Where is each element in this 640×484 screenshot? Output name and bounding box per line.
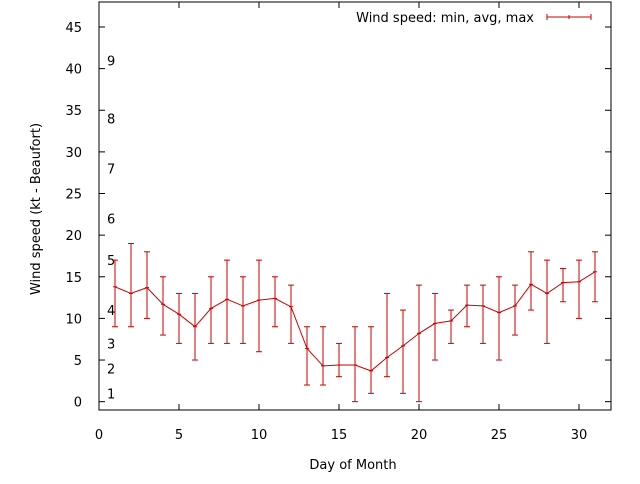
beaufort-label: 3	[107, 337, 115, 352]
y-axis-label: Wind speed (kt - Beaufort)	[29, 123, 44, 295]
y-tick-label: 35	[65, 104, 82, 119]
beaufort-label: 6	[107, 212, 115, 227]
plot-frame	[98, 1, 612, 411]
y-tick-label: 5	[74, 354, 82, 369]
x-tick-label: 10	[251, 428, 268, 443]
y-tick-label: 10	[65, 312, 82, 327]
y-tick-label: 20	[65, 229, 82, 244]
x-axis-label: Day of Month	[309, 458, 396, 473]
y-tick-label: 30	[65, 146, 82, 161]
beaufort-label: 9	[107, 54, 115, 69]
beaufort-label: 8	[107, 113, 115, 128]
x-tick-label: 5	[175, 428, 183, 443]
y-tick-label: 0	[74, 396, 82, 411]
x-tick-label: 30	[571, 428, 588, 443]
x-tick-label: 25	[491, 428, 508, 443]
x-tick-label: 15	[331, 428, 348, 443]
y-tick-label: 15	[65, 271, 82, 286]
beaufort-label: 4	[107, 304, 115, 319]
legend-label: Wind speed: min, avg, max	[356, 11, 534, 26]
x-tick-label: 20	[411, 428, 428, 443]
y-tick-label: 45	[65, 21, 82, 36]
y-tick-label: 25	[65, 188, 82, 203]
beaufort-label: 2	[107, 362, 115, 377]
x-tick-label: 0	[95, 428, 103, 443]
beaufort-label: 5	[107, 254, 115, 269]
beaufort-label: 1	[107, 387, 115, 402]
beaufort-label: 7	[107, 163, 115, 178]
y-tick-label: 40	[65, 63, 82, 78]
